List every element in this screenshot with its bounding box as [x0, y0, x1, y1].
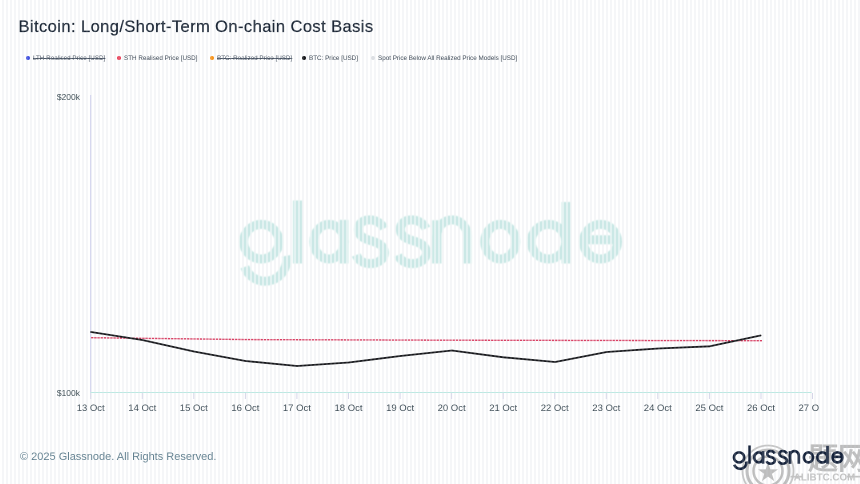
svg-text:25 Oct: 25 Oct: [695, 403, 723, 414]
svg-text:20 Oct: 20 Oct: [438, 403, 466, 414]
svg-text:24 Oct: 24 Oct: [644, 403, 672, 414]
svg-text:21 Oct: 21 Oct: [489, 403, 517, 414]
svg-text:26 Oct: 26 Oct: [747, 403, 775, 414]
svg-text:16 Oct: 16 Oct: [231, 403, 259, 414]
svg-text:22 Oct: 22 Oct: [541, 403, 569, 414]
svg-text:15 Oct: 15 Oct: [180, 403, 208, 414]
svg-text:19 Oct: 19 Oct: [386, 403, 414, 414]
svg-text:13 Oct: 13 Oct: [77, 403, 105, 414]
svg-text:27 O: 27 O: [799, 403, 820, 414]
svg-text:ALIBTC.COM: ALIBTC.COM: [794, 472, 856, 483]
svg-text:$100k: $100k: [57, 388, 81, 398]
svg-text:18 Oct: 18 Oct: [335, 403, 363, 414]
svg-text:$200k: $200k: [57, 92, 81, 102]
svg-text:14 Oct: 14 Oct: [128, 403, 156, 414]
svg-text:23 Oct: 23 Oct: [592, 403, 620, 414]
svg-text:17 Oct: 17 Oct: [283, 403, 311, 414]
